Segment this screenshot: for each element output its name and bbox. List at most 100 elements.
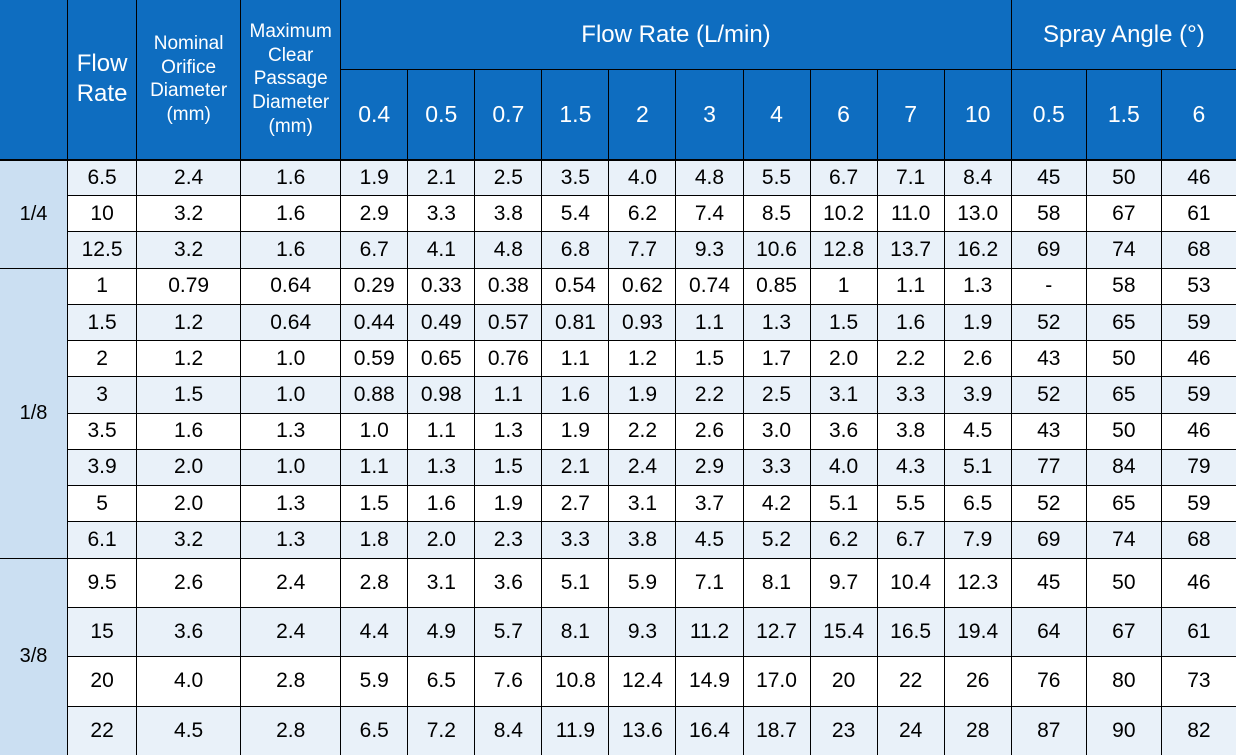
max-clear-passage-cell: 1.3 xyxy=(240,521,342,559)
flow-value-cell: 6.8 xyxy=(541,231,610,269)
flow-value-cell: 13.6 xyxy=(608,705,677,755)
flow-value-cell: 2.6 xyxy=(943,340,1012,378)
max-clear-passage-cell: 1.0 xyxy=(240,448,342,487)
flow-value-cell: 1.9 xyxy=(340,158,409,197)
flow-value-cell: 1.7 xyxy=(742,340,811,378)
flow-value-cell: 2.2 xyxy=(608,412,677,450)
flow-value-cell: 2.0 xyxy=(809,340,878,378)
table-row: 20 4.0 2.8 5.9 6.5 7.6 10.8 12.4 14.9 17.0 20 22 26 7… xyxy=(0,656,1236,707)
max-clear-passage-cell: 2.8 xyxy=(240,705,342,755)
flow-rate-cell: 2 xyxy=(67,340,138,378)
spray-angle-cell: 52 xyxy=(1010,485,1087,523)
flow-value-cell: 3.9 xyxy=(943,376,1012,414)
spray-angle-cell: - xyxy=(1010,267,1087,305)
table-row: 22 4.5 2.8 6.5 7.2 8.4 11.9 13.6 16.4 18.7 23 24 28 8… xyxy=(0,705,1236,755)
flow-value-cell: 1 xyxy=(809,267,878,305)
flow-value-cell: 22 xyxy=(876,656,945,707)
flow-value-cell: 9.7 xyxy=(809,557,878,608)
table-row: 3.5 1.6 1.3 1.0 1.1 1.3 1.9 2.2 2.6 3.0 3.6 3.8 4.5 4… xyxy=(0,412,1236,450)
flow-value-cell: 0.33 xyxy=(407,267,476,305)
table-row: 15 3.6 2.4 4.4 4.9 5.7 8.1 9.3 11.2 12.7 15.4 16.5 1… xyxy=(0,606,1236,658)
spray-angle-group-header: Spray Angle (°) xyxy=(1010,0,1236,70)
flow-value-cell: 10.6 xyxy=(742,231,811,269)
nominal-orifice-cell: 1.5 xyxy=(136,376,242,414)
spray-angle-cell: 46 xyxy=(1160,557,1236,608)
flow-value-cell: 13.7 xyxy=(876,231,945,269)
flow-value-cell: 10.2 xyxy=(809,195,878,233)
flow-subcol-header: 0.7 xyxy=(474,69,543,160)
max-clear-passage-cell: 1.6 xyxy=(240,195,342,233)
flow-subcol-header: 0.4 xyxy=(340,69,409,160)
flow-value-cell: 1.3 xyxy=(742,303,811,342)
flow-value-cell: 5.5 xyxy=(742,158,811,197)
flow-value-cell: 1.1 xyxy=(541,340,610,378)
flow-subcol-header: 0.5 xyxy=(407,69,476,160)
flow-value-cell: 8.4 xyxy=(474,705,543,755)
flow-rate-cell: 1.5 xyxy=(67,303,138,342)
flow-value-cell: 9.3 xyxy=(608,606,677,658)
flow-value-cell: 2.9 xyxy=(675,448,744,487)
flow-value-cell: 6.2 xyxy=(809,521,878,559)
flow-value-cell: 18.7 xyxy=(742,705,811,755)
flow-value-cell: 3.3 xyxy=(876,376,945,414)
nominal-orifice-cell: 3.2 xyxy=(136,521,242,559)
flow-value-cell: 4.8 xyxy=(675,158,744,197)
flow-value-cell: 1.1 xyxy=(474,376,543,414)
flow-value-cell: 8.5 xyxy=(742,195,811,233)
flow-value-cell: 1.6 xyxy=(541,376,610,414)
header-row-subcolumns: 0.4 0.5 0.7 1.5 2 3 4 6 7 10 0.5 1.5 6 xyxy=(0,69,1236,160)
flow-value-cell: 2.0 xyxy=(407,521,476,559)
flow-value-cell: 16.2 xyxy=(943,231,1012,269)
flow-value-cell: 2.4 xyxy=(608,448,677,487)
flow-value-cell: 0.81 xyxy=(541,303,610,342)
spray-angle-cell: 69 xyxy=(1010,231,1087,269)
spray-angle-cell: 46 xyxy=(1160,158,1236,197)
flow-value-cell: 3.8 xyxy=(474,195,543,233)
flow-rate-cell: 3 xyxy=(67,376,138,414)
flow-subcol-header: 4 xyxy=(742,69,811,160)
flow-value-cell: 5.1 xyxy=(809,485,878,523)
max-clear-passage-cell: 1.6 xyxy=(240,231,342,269)
spray-angle-cell: 80 xyxy=(1085,656,1162,707)
flow-value-cell: 2.3 xyxy=(474,521,543,559)
flow-value-cell: 8.1 xyxy=(541,606,610,658)
flow-value-cell: 6.5 xyxy=(943,485,1012,523)
spray-subcol-header: 0.5 xyxy=(1010,69,1087,160)
flow-value-cell: 1.0 xyxy=(340,412,409,450)
flow-value-cell: 4.1 xyxy=(407,231,476,269)
header-row-groups: Flow Rate Nominal Orifice Diameter (mm) … xyxy=(0,0,1236,160)
spray-angle-cell: 69 xyxy=(1010,521,1087,559)
nominal-orifice-cell: 2.6 xyxy=(136,557,242,608)
table-row: 5 2.0 1.3 1.5 1.6 1.9 2.7 3.1 3.7 4.2 5.1 5.5 6.5 52 6… xyxy=(0,485,1236,523)
flow-value-cell: 2.2 xyxy=(675,376,744,414)
spray-angle-cell: 90 xyxy=(1085,705,1162,755)
flow-value-cell: 6.7 xyxy=(876,521,945,559)
flow-value-cell: 12.8 xyxy=(809,231,878,269)
spray-angle-cell: 45 xyxy=(1010,158,1087,197)
flow-value-cell: 5.4 xyxy=(541,195,610,233)
flow-value-cell: 4.0 xyxy=(809,448,878,487)
flow-subcol-header: 1.5 xyxy=(541,69,610,160)
spray-angle-cell: 82 xyxy=(1160,705,1236,755)
flow-rate-column-header: Flow Rate xyxy=(67,0,138,160)
flow-value-cell: 13.0 xyxy=(943,195,1012,233)
table-row: 3 1.5 1.0 0.88 0.98 1.1 1.6 1.9 2.2 2.5 3.1 3.3 3.9 5… xyxy=(0,376,1236,414)
nominal-orifice-cell: 3.2 xyxy=(136,231,242,269)
flow-value-cell: 2.5 xyxy=(742,376,811,414)
spray-angle-cell: 46 xyxy=(1160,412,1236,450)
flow-rate-cell: 10 xyxy=(67,195,138,233)
table-row: 12.5 3.2 1.6 6.7 4.1 4.8 6.8 7.7 9.3 10.6 12.8 13.7… xyxy=(0,231,1236,269)
spray-angle-cell: 65 xyxy=(1085,303,1162,342)
spray-angle-cell: 52 xyxy=(1010,303,1087,342)
flow-value-cell: 3.5 xyxy=(541,158,610,197)
flow-value-cell: 1.1 xyxy=(407,412,476,450)
table-header: Flow Rate Nominal Orifice Diameter (mm) … xyxy=(0,0,1236,160)
spray-angle-cell: 65 xyxy=(1085,485,1162,523)
spray-angle-cell: 76 xyxy=(1010,656,1087,707)
flow-value-cell: 12.4 xyxy=(608,656,677,707)
spray-angle-cell: 84 xyxy=(1085,448,1162,487)
flow-rate-cell: 6.1 xyxy=(67,521,138,559)
flow-value-cell: 10.4 xyxy=(876,557,945,608)
flow-value-cell: 3.3 xyxy=(541,521,610,559)
